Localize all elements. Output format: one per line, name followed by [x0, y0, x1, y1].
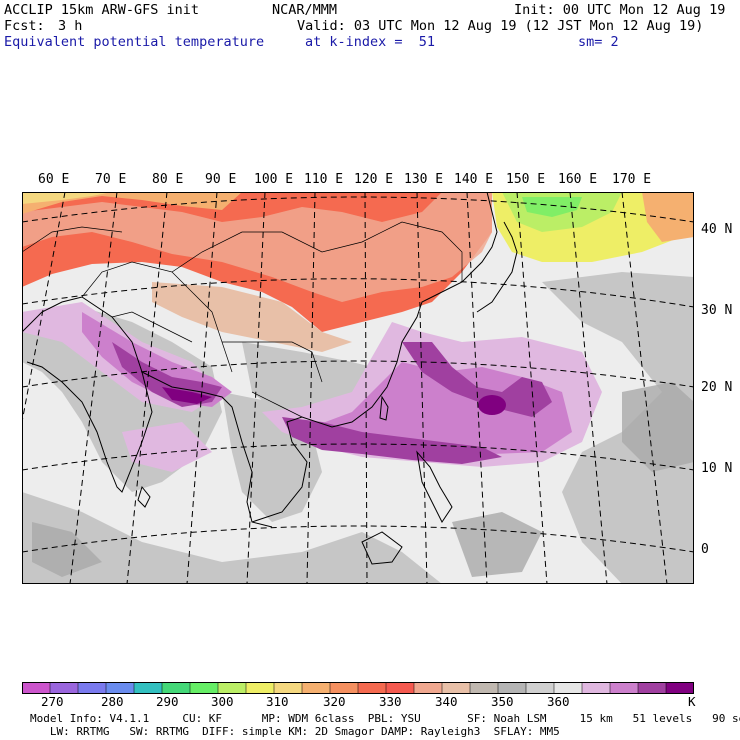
colorbar-cell: [245, 682, 275, 694]
lon-label: 170 E: [612, 172, 652, 187]
colorbar-tick-label: 280: [101, 694, 124, 709]
lon-label: 60 E: [38, 172, 70, 187]
warm-band-northeast-lime: [522, 197, 582, 217]
smoothing-label: sm= 2: [578, 34, 619, 50]
model-title: ACCLIP 15km ARW-GFS init: [4, 2, 200, 18]
colorbar-tick-label: 270: [41, 694, 64, 709]
warm-band-salmon: [22, 192, 492, 302]
fcst-value: 3 h: [58, 18, 83, 34]
lon-label: 140 E: [454, 172, 494, 187]
lat-label: 30 N: [701, 303, 733, 318]
colorbar-cell: [581, 682, 611, 694]
colorbar-tick-label: 290: [156, 694, 179, 709]
colorbar-cell: [441, 682, 471, 694]
lon-label: 150 E: [506, 172, 546, 187]
dark-gray-patches-1: [32, 522, 102, 577]
colorbar-cell: [77, 682, 107, 694]
typhoon-core: [478, 395, 506, 415]
colorbar-cell: [553, 682, 583, 694]
lon-label: 70 E: [95, 172, 127, 187]
colorbar-cell: [133, 682, 163, 694]
land-gray-pacific: [542, 272, 694, 584]
colorbar-cell: [637, 682, 667, 694]
colorbar-tick-label: 350: [491, 694, 514, 709]
colorbar-cell: [609, 682, 639, 694]
colorbar-tick-label: 300: [211, 694, 234, 709]
colorbar-tick-label: 330: [379, 694, 402, 709]
dark-purple-rainband: [282, 417, 502, 464]
colorbar-cell: [525, 682, 555, 694]
lat-label: 20 N: [701, 380, 733, 395]
colorbar-cell: [301, 682, 331, 694]
darkest-purple-bengal: [162, 387, 212, 404]
map-frame: [22, 192, 694, 584]
fcst-label: Fcst:: [4, 18, 45, 34]
footer-model-info: Model Info: V4.1.1 CU: KF MP: WDM 6class…: [30, 712, 740, 725]
field-name: Equivalent potential temperature: [4, 34, 265, 50]
org-label: NCAR/MMM: [272, 2, 338, 18]
lat-label: 10 N: [701, 461, 733, 476]
valid-time: Valid: 03 UTC Mon 12 Aug 19 (12 JST Mon …: [297, 18, 704, 34]
lon-label: 100 E: [254, 172, 294, 187]
colorbar-tick-label: 310: [266, 694, 289, 709]
land-gray-south: [22, 492, 442, 584]
lon-label: 130 E: [404, 172, 444, 187]
dark-purple-typhoon-band: [402, 342, 552, 417]
colorbar-cell: [217, 682, 247, 694]
colorbar-cell: [105, 682, 135, 694]
colorbar-cell: [413, 682, 443, 694]
warm-band-light-orange: [22, 192, 112, 204]
colorbar-tick-label: 360: [547, 694, 570, 709]
lon-label: 110 E: [304, 172, 344, 187]
lon-label: 120 E: [354, 172, 394, 187]
colorbar-cell: [357, 682, 387, 694]
lon-label: 80 E: [152, 172, 184, 187]
init-time: Init: 00 UTC Mon 12 Aug 19: [514, 2, 726, 18]
dark-gray-patches-3: [622, 382, 694, 472]
colorbar-unit: K: [688, 694, 696, 709]
dark-gray-patches-2: [452, 512, 542, 577]
level-label: at k-index = 51: [305, 34, 436, 50]
lat-label: 40 N: [701, 222, 733, 237]
tibet-transition-salmon: [152, 282, 352, 352]
colorbar-cell: [665, 682, 694, 694]
warm-band-northeast-orange: [642, 192, 694, 242]
colorbar-cell: [49, 682, 79, 694]
colorbar-cell: [22, 682, 51, 694]
colorbar-cell: [273, 682, 303, 694]
colorbar-tick-label: 320: [323, 694, 346, 709]
medium-purple-pacific: [312, 362, 572, 454]
colorbar-cell: [469, 682, 499, 694]
lon-label: 90 E: [205, 172, 237, 187]
colorbar: [22, 682, 694, 694]
lat-label: 0: [701, 542, 709, 557]
colorbar-cell: [497, 682, 527, 694]
colorbar-cell: [385, 682, 415, 694]
colorbar-cell: [189, 682, 219, 694]
colorbar-cell: [161, 682, 191, 694]
footer-physics-info: LW: RRTMG SW: RRTMG DIFF: simple KM: 2D …: [30, 725, 560, 738]
colorbar-tick-label: 340: [435, 694, 458, 709]
equivalent-potential-temperature-map: [22, 192, 694, 584]
lat-lon-grid: [22, 192, 694, 584]
lon-label: 160 E: [558, 172, 598, 187]
colorbar-cell: [329, 682, 359, 694]
